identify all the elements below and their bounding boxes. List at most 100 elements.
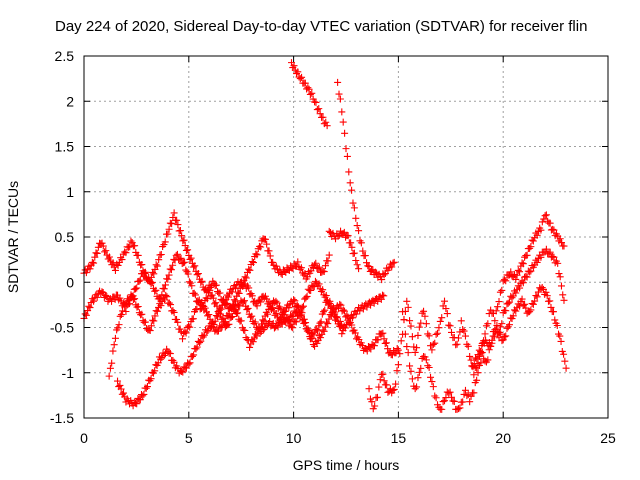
data-point xyxy=(541,212,549,220)
data-point xyxy=(502,307,510,315)
data-point xyxy=(378,276,386,284)
data-point xyxy=(147,322,155,330)
data-point xyxy=(497,330,505,338)
data-point xyxy=(150,270,158,278)
data-point xyxy=(173,250,181,258)
data-point xyxy=(380,377,388,385)
data-point xyxy=(102,247,110,255)
data-point xyxy=(368,266,376,274)
data-point xyxy=(393,367,401,375)
data-point xyxy=(361,252,369,260)
data-point xyxy=(350,249,358,257)
data-point xyxy=(208,291,216,299)
data-point xyxy=(352,257,360,265)
data-point xyxy=(188,352,196,360)
data-point xyxy=(93,249,101,257)
data-point xyxy=(518,259,526,267)
data-point xyxy=(542,245,550,253)
series-trace-3 xyxy=(105,277,388,380)
data-point xyxy=(321,293,329,301)
data-point xyxy=(375,383,383,391)
data-point xyxy=(380,271,388,279)
data-point xyxy=(363,303,371,311)
data-point xyxy=(352,214,360,222)
data-point xyxy=(415,323,423,331)
data-point xyxy=(516,268,524,276)
data-point xyxy=(374,297,382,305)
data-point xyxy=(252,250,260,258)
data-point xyxy=(334,78,342,86)
data-point xyxy=(408,333,416,341)
data-point xyxy=(359,247,367,255)
data-point xyxy=(237,317,245,325)
data-point xyxy=(290,296,298,304)
data-point xyxy=(263,240,271,248)
data-point xyxy=(527,267,535,275)
data-point xyxy=(498,286,506,294)
data-point xyxy=(537,253,545,261)
data-point xyxy=(473,355,481,363)
data-point xyxy=(176,325,184,333)
data-point xyxy=(342,145,350,153)
data-point xyxy=(246,313,254,321)
data-point xyxy=(303,292,311,300)
data-point xyxy=(461,386,469,394)
data-point xyxy=(296,75,304,83)
data-point xyxy=(546,297,554,305)
x-axis-label: GPS time / hours xyxy=(293,457,400,473)
data-point xyxy=(413,344,421,352)
data-point xyxy=(421,312,429,320)
data-point xyxy=(400,316,408,324)
data-point xyxy=(297,311,305,319)
data-point xyxy=(442,305,450,313)
data-point xyxy=(241,327,249,335)
data-point xyxy=(184,270,192,278)
data-point xyxy=(557,337,565,345)
data-point xyxy=(301,79,309,87)
data-point xyxy=(322,292,330,300)
data-point xyxy=(311,261,319,269)
data-point xyxy=(246,266,254,274)
data-point xyxy=(512,275,520,283)
data-point xyxy=(235,289,243,297)
data-point xyxy=(182,266,190,274)
data-point xyxy=(380,335,388,343)
data-point xyxy=(543,292,551,300)
data-point xyxy=(560,350,568,358)
data-point xyxy=(203,328,211,336)
data-point xyxy=(522,304,530,312)
data-point xyxy=(420,307,428,315)
data-point xyxy=(446,322,454,330)
data-point xyxy=(337,323,345,331)
data-point xyxy=(166,265,174,273)
data-point xyxy=(324,257,332,265)
data-point xyxy=(424,330,432,338)
data-point xyxy=(181,328,189,336)
data-point xyxy=(173,216,181,224)
data-point xyxy=(406,362,414,370)
data-point xyxy=(153,307,161,315)
data-point xyxy=(526,244,534,252)
data-point xyxy=(500,276,508,284)
data-point xyxy=(353,261,361,269)
data-point xyxy=(343,312,351,320)
data-point xyxy=(165,299,173,307)
data-point xyxy=(157,355,165,363)
data-point xyxy=(255,242,263,250)
data-point xyxy=(111,266,119,274)
y-tick-label: 0 xyxy=(66,274,74,290)
data-point xyxy=(341,324,349,332)
data-point xyxy=(297,264,305,272)
data-point xyxy=(313,339,321,347)
data-point xyxy=(529,237,537,245)
data-point xyxy=(445,389,453,397)
data-point xyxy=(178,232,186,240)
data-point xyxy=(193,271,201,279)
data-point xyxy=(431,339,439,347)
data-point xyxy=(118,256,126,264)
data-point xyxy=(117,311,125,319)
data-point xyxy=(265,247,273,255)
data-point xyxy=(165,271,173,279)
data-point xyxy=(301,319,309,327)
data-point xyxy=(365,385,373,393)
